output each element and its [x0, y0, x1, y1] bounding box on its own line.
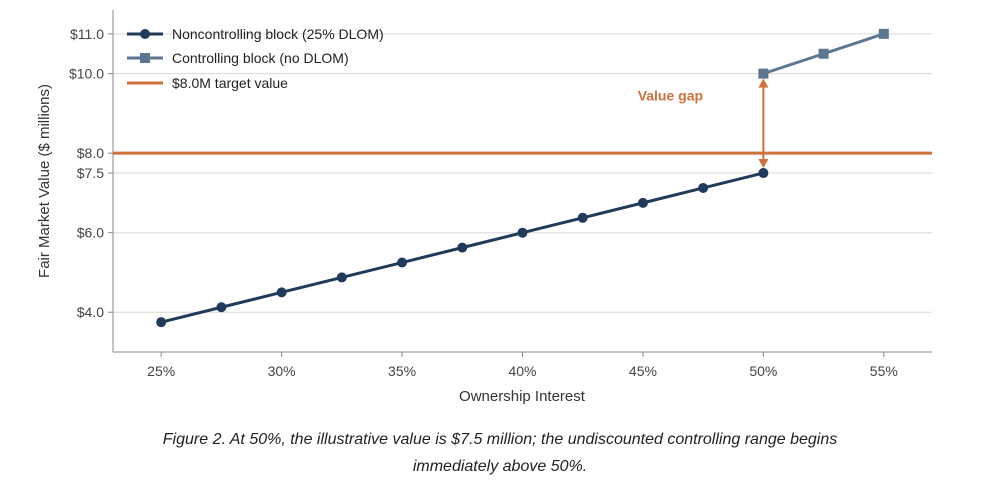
legend: Noncontrolling block (25% DLOM) Controll…: [127, 26, 384, 91]
value-gap-arrowhead-bottom: [758, 159, 769, 169]
x-tick-label: 25%: [147, 363, 175, 379]
legend-item-noncontrolling: Noncontrolling block (25% DLOM): [127, 26, 384, 42]
data-point: [457, 242, 468, 253]
data-point: [758, 68, 769, 79]
x-tick-labels: 25% 30% 35% 40% 45% 50% 55%: [147, 352, 898, 379]
figure-caption: Figure 2. At 50%, the illustrative value…: [0, 426, 1000, 480]
value-gap-arrowhead-top: [758, 78, 769, 88]
y-tick-label: $7.5: [77, 165, 104, 181]
data-point: [758, 168, 769, 179]
data-point: [577, 212, 588, 223]
data-point: [276, 287, 287, 298]
y-axis-title: Fair Market Value ($ millions): [36, 84, 53, 278]
x-tick-label: 45%: [629, 363, 657, 379]
value-gap-label: Value gap: [638, 88, 703, 104]
data-point: [336, 272, 347, 283]
y-tick-label: $4.0: [77, 304, 104, 320]
x-tick-label: 30%: [268, 363, 296, 379]
x-tick-label: 50%: [749, 363, 777, 379]
legend-marker-noncontrolling: [140, 29, 150, 39]
chart: $4.0 $6.0 $7.5 $8.0 $10.0 $11.0 25% 30% 35% 40% 4…: [36, 10, 932, 405]
x-axis-title: Ownership Interest: [459, 388, 586, 405]
caption-line-1: Figure 2. At 50%, the illustrative value…: [162, 431, 838, 448]
legend-label-controlling: Controlling block (no DLOM): [172, 50, 349, 66]
y-tick-label: $6.0: [77, 225, 104, 241]
y-tick-label: $8.0: [77, 145, 104, 161]
data-point: [216, 302, 227, 313]
data-point: [637, 197, 648, 208]
data-point: [156, 317, 167, 328]
data-point: [517, 227, 528, 238]
caption-line-2: immediately above 50%.: [412, 458, 588, 475]
legend-item-target: $8.0M target value: [127, 75, 288, 91]
x-tick-label: 55%: [870, 363, 898, 379]
data-point: [878, 28, 889, 39]
data-point: [698, 182, 709, 193]
series-group: [156, 28, 889, 328]
value-gap-annotation: Value gap: [638, 78, 769, 169]
x-tick-label: 40%: [508, 363, 536, 379]
data-point: [818, 48, 829, 59]
legend-label-target: $8.0M target value: [172, 75, 288, 91]
y-tick-label: $10.0: [69, 66, 104, 82]
y-tick-labels: $4.0 $6.0 $7.5 $8.0 $10.0 $11.0: [69, 26, 113, 320]
x-tick-label: 35%: [388, 363, 416, 379]
legend-marker-controlling: [140, 53, 150, 63]
y-tick-label: $11.0: [70, 26, 104, 42]
legend-label-noncontrolling: Noncontrolling block (25% DLOM): [172, 26, 384, 42]
data-point: [397, 257, 408, 268]
legend-item-controlling: Controlling block (no DLOM): [127, 50, 349, 66]
